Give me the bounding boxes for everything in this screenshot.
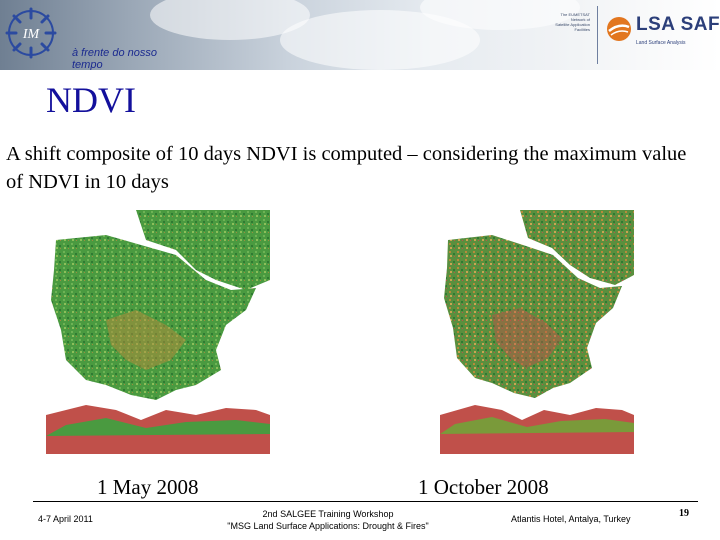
eumetsat-network-text: The EUMETSAT Network of Satellite Applic… [538, 12, 590, 32]
ndvi-map-october [440, 210, 634, 454]
tagline: à frente do nosso tempo [72, 47, 157, 70]
footer-venue: Atlantis Hotel, Antalya, Turkey [511, 514, 631, 524]
map-caption-october: 1 October 2008 [418, 475, 549, 499]
slide-body-text: A shift composite of 10 days NDVI is com… [6, 143, 687, 193]
footer-workshop: 2nd SALGEE Training Workshop "MSG Land S… [200, 508, 456, 532]
page-number: 19 [679, 508, 689, 519]
header-banner: IM à frente do nosso tempo The EUMETSAT … [0, 0, 720, 70]
lsa-saf-logo-icon [607, 17, 631, 41]
eumetsat-line: Satellite Application [555, 22, 590, 27]
svg-text:IM: IM [22, 27, 41, 42]
footer-date: 4-7 April 2011 [38, 514, 93, 524]
footer-divider [33, 501, 698, 502]
header-divider [597, 6, 598, 64]
ndvi-map-may [46, 210, 270, 454]
footer-workshop-line: 2nd SALGEE Training Workshop [262, 509, 394, 519]
tagline-line: à frente do nosso [72, 47, 158, 59]
brand-subtitle: Land Surface Analysis [636, 40, 686, 46]
eumetsat-line: Facilities [574, 27, 590, 32]
brand-name: LSA SAF [636, 14, 720, 35]
eumetsat-line: Network of [570, 17, 590, 22]
eumetsat-line: The EUMETSAT [560, 12, 591, 17]
footer-workshop-line: "MSG Land Surface Applications: Drought … [227, 521, 429, 531]
map-caption-may: 1 May 2008 [97, 475, 199, 499]
tagline-line: tempo [72, 59, 103, 70]
slide-title: NDVI [46, 80, 136, 120]
im-logo-icon: IM [5, 7, 57, 59]
